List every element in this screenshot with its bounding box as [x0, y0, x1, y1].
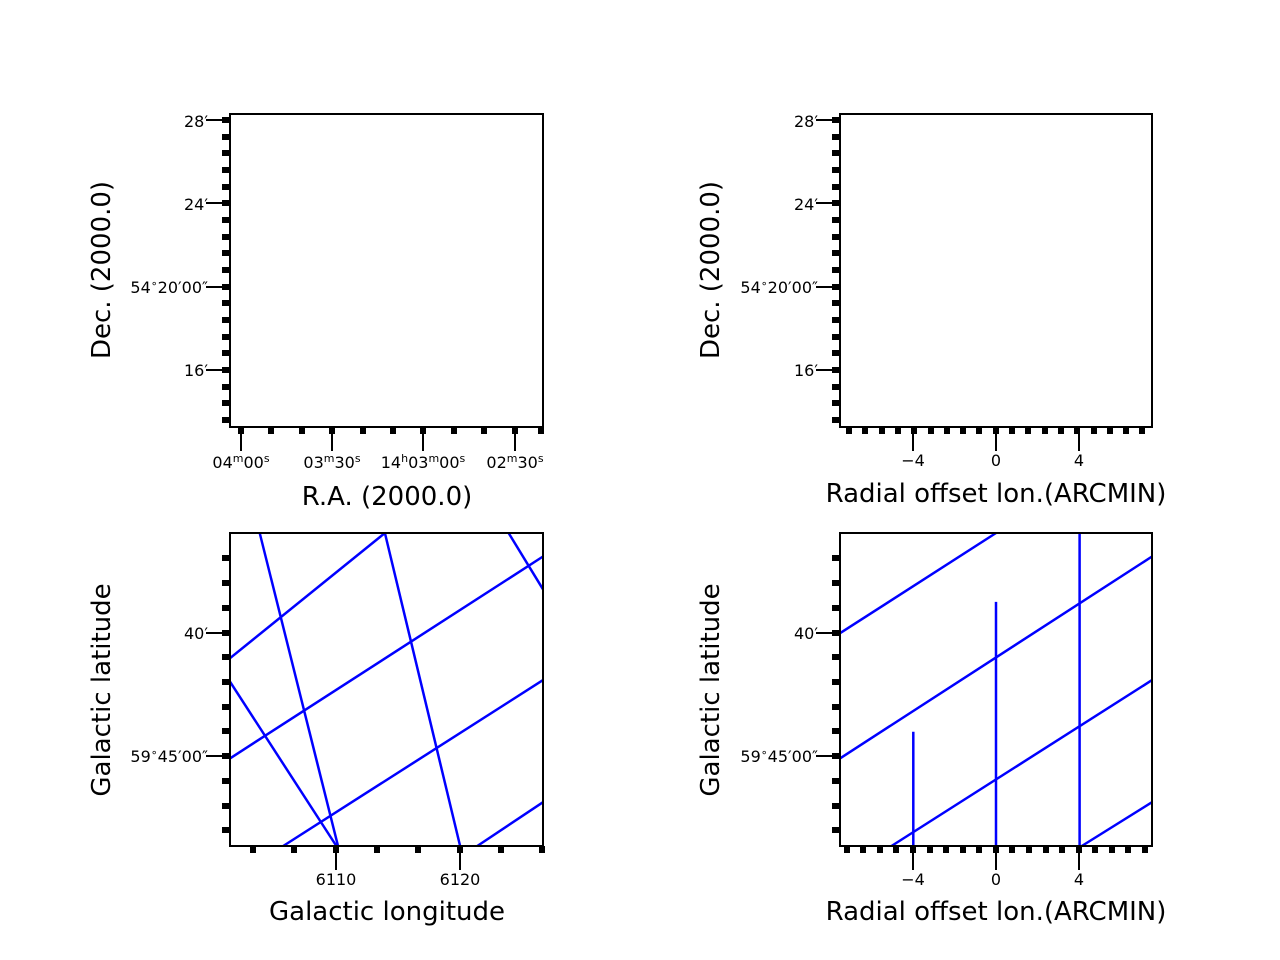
y-tick-label: 16′ [184, 361, 208, 380]
coordinate-grid-line [507, 532, 545, 590]
x-tick-label: 14h03m00s [381, 452, 466, 473]
x-tick-label: 0 [991, 451, 1001, 470]
coordinate-grid-line [228, 681, 338, 847]
y-tick-label: 16′ [794, 361, 818, 380]
coordinate-grid-line [229, 555, 544, 760]
plot-frame [839, 532, 1153, 847]
x-axis-label: Radial offset lon.(ARCMIN) [826, 897, 1167, 927]
coordinate-grid-line [476, 801, 544, 848]
minor-ticks-radec [222, 117, 544, 434]
x-tick-label: 04m00s [212, 452, 269, 473]
x-axis-label: R.A. (2000.0) [302, 482, 473, 512]
y-tick-label: 54∘20′00″ [130, 277, 208, 298]
y-tick-label: 24′ [184, 195, 208, 214]
panel-offset-galactic: −4 0 4 40′ 59∘45′00″ Radial offset lon.(… [696, 531, 1167, 927]
coordinate-grid-line [839, 531, 997, 635]
x-axis-label: Galactic longitude [269, 897, 505, 927]
coordinate-grid-line [890, 679, 1153, 848]
coordinate-grid-line [282, 679, 544, 848]
y-tick-label: 59∘45′00″ [130, 746, 208, 767]
x-tick-label: 03m30s [303, 452, 360, 473]
y-tick-label: 24′ [794, 195, 818, 214]
panel-galactic: 6110 6120 40′ 59∘45′00″ Galactic longitu… [87, 532, 545, 927]
y-tick-label: 54∘20′00″ [740, 277, 818, 298]
x-axis-label: Radial offset lon.(ARCMIN) [826, 479, 1167, 509]
panel-radec: 04m00s 03m30s 14h03m00s 02m30s 28′ 24′ 5… [87, 112, 544, 512]
panel-offset-dec: −4 0 4 28′ 24′ 54∘20′00″ 16′ Radial offs… [696, 112, 1166, 509]
major-ticks-galactic [206, 632, 461, 870]
y-axis-label: Galactic latitude [696, 583, 726, 796]
y-axis-label: Galactic latitude [87, 583, 117, 796]
y-tick-label: 40′ [184, 624, 208, 643]
plot-frame [839, 113, 1153, 428]
grid-lines-offset-galactic [839, 531, 1153, 848]
x-tick-label: 4 [1074, 870, 1084, 889]
y-tick-label: 59∘45′00″ [740, 746, 818, 767]
x-tick-label: −4 [901, 451, 925, 470]
y-tick-label: 40′ [794, 624, 818, 643]
minor-ticks-galactic [222, 555, 545, 853]
x-tick-label: 6120 [440, 870, 481, 889]
coordinate-grid-line [383, 532, 462, 847]
coordinate-grid-line [229, 532, 386, 660]
x-tick-label: 6110 [316, 870, 357, 889]
y-axis-label: Dec. (2000.0) [87, 181, 117, 359]
y-tick-label: 28′ [184, 112, 208, 131]
x-tick-label: 02m30s [486, 452, 543, 473]
x-tick-label: 0 [991, 870, 1001, 889]
minor-ticks-offset-galactic [832, 555, 1148, 853]
major-ticks-offset-dec [816, 119, 1080, 451]
grid-lines-galactic [228, 532, 545, 848]
coordinate-grid-line [1081, 801, 1153, 848]
major-ticks-offset-galactic [816, 632, 1080, 870]
x-tick-label: 4 [1074, 451, 1084, 470]
x-tick-label: −4 [901, 870, 925, 889]
y-tick-label: 28′ [794, 112, 818, 131]
plot-frame [229, 532, 544, 847]
coordinate-grid-line [258, 532, 340, 847]
major-ticks-radec [206, 119, 516, 451]
plot-frame [229, 113, 544, 428]
y-axis-label: Dec. (2000.0) [696, 181, 726, 359]
minor-ticks-offset-dec [832, 117, 1145, 434]
